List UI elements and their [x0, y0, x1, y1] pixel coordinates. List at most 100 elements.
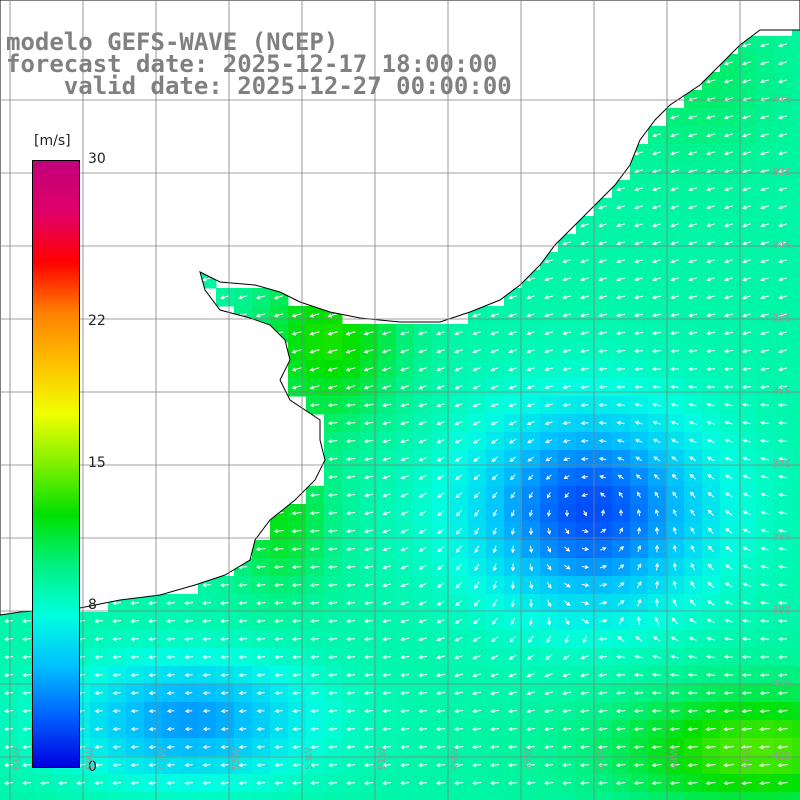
wind-arrow	[256, 690, 265, 696]
wind-arrow	[636, 491, 642, 498]
wind-arrow	[724, 420, 733, 425]
wind-arrow	[418, 367, 428, 372]
wind-arrow	[490, 349, 499, 354]
wind-arrow	[634, 259, 644, 264]
wind-arrow	[309, 511, 320, 516]
wind-arrow	[345, 600, 356, 606]
wind-arrow	[777, 781, 788, 786]
field-cell	[792, 738, 800, 757]
wind-arrow	[508, 420, 517, 426]
wind-arrow	[399, 708, 410, 714]
wind-arrow	[599, 582, 608, 587]
wind-arrow	[399, 744, 410, 750]
wind-arrow	[563, 457, 571, 462]
wind-arrow	[741, 349, 752, 354]
wind-arrow	[724, 402, 734, 407]
wind-arrow	[381, 672, 392, 678]
wind-arrow	[760, 456, 770, 461]
wind-arrow	[561, 780, 572, 786]
wind-arrow	[742, 133, 752, 138]
wind-arrow	[777, 385, 788, 390]
wind-arrow	[615, 745, 626, 750]
wind-arrow	[418, 528, 427, 534]
wind-arrow	[3, 618, 14, 624]
wind-arrow	[435, 708, 446, 714]
wind-arrow	[327, 528, 338, 534]
wind-arrow	[706, 636, 716, 641]
wind-arrow	[705, 654, 716, 659]
latitude-label: 40S	[772, 678, 792, 689]
wind-arrow	[618, 509, 624, 516]
wind-arrow	[327, 564, 338, 570]
wind-arrow	[777, 745, 788, 750]
wind-arrow	[381, 439, 392, 444]
wind-arrow	[599, 474, 606, 479]
field-cell	[792, 630, 800, 649]
wind-arrow	[490, 420, 499, 426]
wind-arrow	[309, 493, 320, 498]
wind-arrow	[544, 654, 553, 660]
wind-arrow	[363, 493, 374, 498]
wind-arrow	[617, 456, 625, 461]
wind-arrow	[544, 403, 553, 408]
field-cell	[792, 108, 800, 127]
field-cell	[774, 792, 793, 800]
wind-arrow	[3, 726, 14, 732]
wind-arrow	[400, 385, 410, 390]
longitude-label: 43W	[669, 747, 680, 770]
wind-arrow	[741, 763, 752, 768]
wind-arrow	[256, 762, 265, 768]
wind-arrow	[544, 331, 554, 336]
field-cell	[540, 792, 559, 800]
wind-arrow	[563, 582, 571, 588]
colorbar-tick-label: 30	[88, 151, 106, 167]
wind-arrow	[219, 618, 230, 624]
field-cell	[792, 792, 800, 800]
wind-arrow	[615, 349, 626, 354]
wind-arrow	[345, 367, 356, 372]
wind-arrow	[705, 331, 716, 336]
field-cell	[468, 792, 487, 800]
wind-arrow	[256, 672, 265, 678]
wind-arrow	[363, 708, 374, 714]
wind-arrow	[400, 528, 409, 534]
wind-arrow	[345, 475, 356, 480]
wind-arrow	[381, 619, 392, 624]
wind-arrow	[472, 636, 481, 642]
wind-arrow	[363, 511, 374, 516]
wind-arrow	[600, 528, 607, 534]
wind-arrow	[3, 654, 14, 660]
wind-arrow	[760, 474, 769, 479]
wind-arrow	[633, 348, 644, 354]
wind-arrow	[454, 403, 463, 408]
wind-arrow	[510, 527, 515, 536]
wind-arrow	[292, 762, 301, 768]
wind-arrow	[327, 331, 338, 336]
wind-arrow	[382, 475, 392, 480]
wind-arrow	[562, 403, 571, 408]
wind-arrow	[255, 295, 266, 300]
wind-arrow	[346, 690, 355, 696]
wind-arrow	[184, 726, 193, 732]
wind-arrow	[598, 456, 607, 461]
longitude-label: 57W	[158, 747, 169, 770]
field-cell	[792, 684, 800, 703]
wind-arrow	[327, 654, 338, 660]
wind-arrow	[760, 205, 770, 210]
wind-arrow	[687, 654, 698, 659]
wind-arrow	[437, 528, 445, 535]
wind-arrow	[201, 600, 212, 606]
wind-arrow	[525, 709, 536, 714]
wind-arrow	[598, 277, 608, 282]
wind-arrow	[581, 565, 590, 570]
wind-arrow	[688, 420, 697, 425]
wind-arrow	[508, 673, 517, 678]
wind-arrow	[507, 709, 518, 714]
wind-arrow	[760, 510, 769, 515]
wind-arrow	[706, 241, 716, 246]
field-cell	[792, 504, 800, 523]
wind-arrow	[544, 385, 553, 390]
wind-arrow	[707, 474, 715, 480]
wind-arrow	[670, 205, 680, 210]
wind-arrow	[615, 672, 626, 678]
